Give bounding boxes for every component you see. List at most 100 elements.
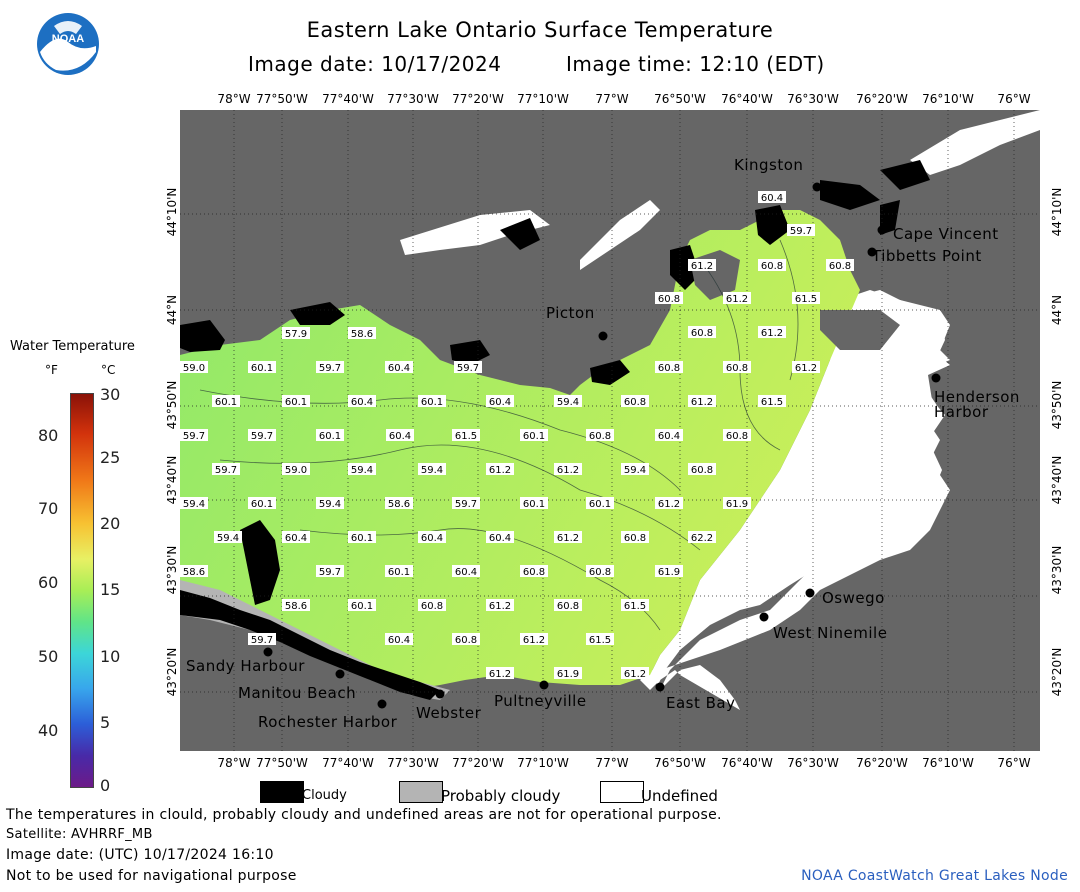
temp-label: 59.7 <box>452 497 480 510</box>
temp-label: 60.1 <box>248 497 276 510</box>
temp-label: 61.5 <box>758 395 786 408</box>
temp-label: 61.2 <box>486 463 514 476</box>
lon-label-top: 76°W <box>997 92 1031 106</box>
temp-value: 60.1 <box>388 567 410 578</box>
temp-value: 61.2 <box>624 669 646 680</box>
temp-label: 59.4 <box>316 497 344 510</box>
temp-label-bg <box>452 497 480 509</box>
temp-label: 60.8 <box>586 429 614 442</box>
lon-label-top: 77°W <box>595 92 629 106</box>
temp-label-bg <box>723 292 751 304</box>
temp-value: 61.2 <box>489 465 511 476</box>
temp-label: 60.1 <box>520 429 548 442</box>
temp-label: 61.5 <box>452 429 480 442</box>
place-dot <box>867 247 877 257</box>
temp-value: 60.8 <box>761 261 783 272</box>
temp-label: 60.4 <box>452 565 480 578</box>
temp-label-bg <box>282 599 310 611</box>
temp-value: 60.1 <box>589 499 611 510</box>
credit-link[interactable]: NOAA CoastWatch Great Lakes Node <box>801 868 1068 884</box>
temp-label-bg <box>248 429 276 441</box>
place-dot <box>377 699 387 709</box>
temp-value: 61.2 <box>489 601 511 612</box>
lon-label-top: 76°40'W <box>721 92 773 106</box>
temp-value: 60.8 <box>455 635 477 646</box>
lon-label-bottom: 77°20'W <box>452 756 504 770</box>
temp-label-bg <box>520 497 548 509</box>
place-name: Tibbetts Point <box>871 247 982 265</box>
temp-label: 61.2 <box>486 667 514 680</box>
temp-label: 59.0 <box>282 463 310 476</box>
lon-label-bottom: 77°40'W <box>322 756 374 770</box>
temp-value: 59.7 <box>183 431 205 442</box>
temp-value: 58.6 <box>388 499 410 510</box>
temp-value: 60.1 <box>351 601 373 612</box>
lon-label-bottom: 76°30'W <box>787 756 839 770</box>
temp-value: 59.7 <box>215 465 237 476</box>
temp-label-bg <box>655 429 683 441</box>
lon-label-bottom: 76°40'W <box>721 756 773 770</box>
temp-value: 61.2 <box>726 294 748 305</box>
temp-label: 61.9 <box>655 565 683 578</box>
temp-label-bg <box>688 463 716 475</box>
lon-label-top: 76°50'W <box>654 92 706 106</box>
legend-tick-c: 5 <box>100 713 111 732</box>
temp-value: 60.8 <box>624 397 646 408</box>
undefined-island-1 <box>580 200 660 270</box>
temp-label: 60.8 <box>520 565 548 578</box>
temp-label: 61.5 <box>621 599 649 612</box>
cloudy-north-4 <box>670 245 700 290</box>
temp-value: 61.2 <box>795 363 817 374</box>
temp-label-bg <box>348 531 376 543</box>
temp-value: 61.2 <box>761 328 783 339</box>
cloudy-label: Cloudy <box>302 788 347 803</box>
temp-label: 60.1 <box>248 361 276 374</box>
temp-label: 60.4 <box>486 531 514 544</box>
temp-label-bg <box>655 361 683 373</box>
temp-label-bg <box>248 361 276 373</box>
temp-label-bg <box>316 361 344 373</box>
lat-label-right: 43°20'N <box>1050 647 1064 697</box>
lon-label-bottom: 77°50'W <box>256 756 308 770</box>
temp-value: 60.8 <box>589 567 611 578</box>
temp-value: 59.7 <box>790 226 812 237</box>
temp-label-bg <box>554 531 582 543</box>
temp-label: 60.1 <box>282 395 310 408</box>
temp-label-bg <box>385 633 413 645</box>
place-dot <box>759 612 769 622</box>
lon-label-top: 76°10'W <box>922 92 974 106</box>
temp-label-bg <box>180 497 208 509</box>
legend-unit-c: °C <box>101 363 116 377</box>
legend-tick-c: 30 <box>100 385 121 404</box>
temp-label-bg <box>214 531 242 543</box>
temp-label: 57.9 <box>282 327 310 340</box>
temp-label: 59.7 <box>248 633 276 646</box>
lat-label-left: 43°30'N <box>165 545 179 595</box>
place-name: Cape Vincent <box>893 225 999 243</box>
temp-label-bg <box>348 395 376 407</box>
temp-value: 60.1 <box>251 499 273 510</box>
temp-label-bg <box>723 497 751 509</box>
temp-label: 60.8 <box>621 531 649 544</box>
temp-label-bg <box>520 429 548 441</box>
lat-label-right: 43°50'N <box>1050 380 1064 430</box>
temp-value: 60.8 <box>421 601 443 612</box>
temp-value: 59.0 <box>285 465 307 476</box>
place-dot <box>598 331 608 341</box>
temp-label: 59.4 <box>214 531 242 544</box>
temp-value: 61.5 <box>455 431 477 442</box>
temp-label: 59.7 <box>180 429 208 442</box>
temp-label: 60.8 <box>723 361 751 374</box>
temp-label: 59.7 <box>316 361 344 374</box>
temp-label: 61.2 <box>554 531 582 544</box>
temp-label-bg <box>386 429 414 441</box>
lat-label-right: 43°30'N <box>1050 545 1064 595</box>
probably-cloudy-south <box>180 580 450 700</box>
temp-label-bg <box>621 599 649 611</box>
legend-tick-c: 0 <box>100 776 111 795</box>
temp-label-bg <box>826 259 854 271</box>
temp-label-bg <box>792 361 820 373</box>
temp-label-bg <box>418 599 446 611</box>
temp-value: 60.8 <box>829 261 851 272</box>
temp-label-bg <box>486 463 514 475</box>
